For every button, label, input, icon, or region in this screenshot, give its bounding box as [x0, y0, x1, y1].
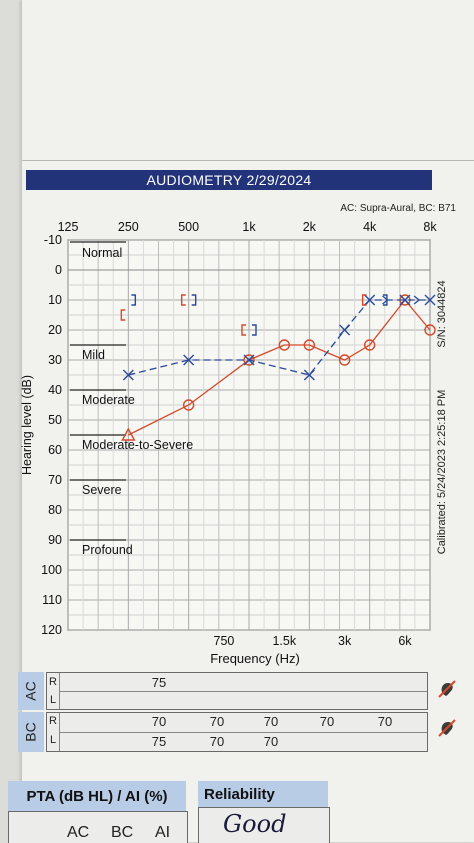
bc-ear-divider — [59, 713, 60, 751]
left-ear-ac-point — [183, 354, 195, 366]
y-tick-label: 20 — [48, 323, 62, 337]
y-tick-label: 40 — [48, 383, 62, 397]
y-tick-label: 100 — [41, 563, 62, 577]
calibration-label: Calibrated: 5/24/2023 2:25:18 PM — [436, 390, 448, 555]
severity-label: Normal — [82, 246, 122, 260]
page-title: AUDIOMETRY 2/29/2024 — [26, 170, 432, 190]
right-ear-ac-point — [363, 339, 376, 351]
ac-r-cell: 75 — [151, 675, 167, 690]
right-ear-ac-point — [182, 399, 195, 411]
left-ear-ac-point — [243, 354, 255, 366]
x-tick-label-top: 125 — [58, 220, 79, 234]
reliability-value: Good — [223, 810, 287, 838]
right-ear-bc-point — [120, 309, 126, 321]
no-response-bc-icon[interactable] — [436, 717, 458, 739]
x-axis-label: Frequency (Hz) — [210, 651, 300, 666]
ac-ear-r: R — [49, 676, 57, 688]
left-ear-masked-mark — [382, 295, 389, 305]
left-ear-masked-mark — [413, 295, 421, 305]
y-tick-label: 80 — [48, 503, 62, 517]
paper-fold-line — [22, 160, 474, 161]
x-tick-label-bottom: 750 — [214, 634, 235, 648]
y-tick-label: 50 — [48, 413, 62, 427]
left-ear-bc-point — [131, 294, 137, 306]
pta-header: PTA (dB HL) / AI (%) — [8, 781, 186, 811]
left-ear-ac-point — [364, 294, 376, 306]
right-ear-ac-line — [128, 298, 431, 436]
left-ear-ac-point — [303, 369, 315, 381]
bc-masking-box: R L 70 70 70 70 70 75 70 70 — [46, 712, 428, 752]
left-ear-bc-point — [252, 324, 257, 336]
y-tick-label: 110 — [42, 593, 62, 607]
pta-body: AC BC AI — [8, 811, 188, 843]
y-tick-label: -10 — [44, 233, 62, 247]
severity-label: Mild — [82, 348, 105, 362]
left-ear-ac-line — [128, 299, 430, 376]
pta-col-ac: AC — [67, 824, 90, 841]
x-tick-label-top: 2k — [303, 220, 317, 234]
serial-number-label: S/N: 3044824 — [436, 280, 448, 347]
y-tick-label: 60 — [48, 443, 62, 457]
bc-l-cell: 75 — [151, 734, 167, 749]
right-ear-ac-point — [424, 324, 436, 336]
x-tick-label-bottom: 6k — [398, 634, 412, 648]
left-ear-bc-point — [191, 294, 197, 306]
pta-col-bc: BC — [111, 824, 134, 841]
pta-col-ai: AI — [155, 824, 171, 841]
x-tick-label-bottom: 1.5k — [272, 634, 296, 648]
right-ear-ac-point — [243, 354, 255, 366]
x-tick-label-top: 250 — [118, 220, 139, 234]
x-tick-label-bottom: 3k — [338, 634, 352, 648]
left-ear-ac-point — [399, 294, 411, 306]
reliability-field[interactable]: Good — [198, 807, 330, 843]
right-ear-bc-point — [241, 324, 246, 336]
y-tick-label: 0 — [55, 263, 62, 277]
bc-ear-l: L — [49, 734, 57, 746]
bc-r-cell: 70 — [377, 714, 393, 729]
x-tick-label-top: 4k — [363, 220, 377, 234]
ac-masking-box: R L 75 — [46, 672, 428, 710]
y-tick-label: 10 — [48, 293, 62, 307]
y-axis-label: Hearing level (dB) — [20, 375, 34, 475]
masking-table: AC R L 75 BC R L 70 70 70 70 70 75 70 70 — [18, 672, 428, 758]
severity-label: Moderate — [82, 393, 135, 407]
bc-r-cell: 70 — [151, 714, 167, 729]
left-ear-ac-point — [339, 324, 351, 336]
right-ear-ac-point — [278, 339, 290, 351]
bc-ear-r: R — [49, 715, 57, 727]
x-tick-label-top: 1k — [242, 220, 256, 234]
audiogram-chart: Normal Mild Moderate Moderate-to-Severe Seve… — [20, 220, 448, 666]
x-tick-label-top: 500 — [178, 220, 199, 234]
bc-r-cell: 70 — [209, 714, 225, 729]
x-tick-label-top: 8k — [423, 220, 437, 234]
no-response-ac-icon[interactable] — [436, 678, 458, 700]
bc-r-cell: 70 — [319, 714, 335, 729]
right-ear-masked-ac-point — [121, 427, 136, 441]
ac-row-divider — [59, 691, 427, 692]
severity-label: Severe — [82, 483, 122, 497]
right-ear-bc-point — [361, 294, 367, 306]
bc-row-divider — [59, 732, 427, 733]
bc-l-cell: 70 — [209, 734, 225, 749]
transducer-info: AC: Supra-Aural, BC: B71 — [340, 203, 456, 214]
left-ear-ac-point — [122, 369, 134, 381]
reliability-header: Reliability — [198, 781, 328, 807]
bc-r-cell: 70 — [263, 714, 279, 729]
right-ear-bc-point — [180, 294, 186, 306]
severity-label: Moderate-to-Severe — [82, 438, 193, 452]
y-tick-label: 70 — [48, 473, 62, 487]
y-tick-label: 120 — [41, 623, 62, 637]
y-tick-label: 30 — [48, 353, 62, 367]
right-ear-ac-point — [338, 354, 351, 366]
ac-label: AC — [18, 672, 44, 710]
bc-label: BC — [18, 712, 44, 752]
right-ear-ac-point — [303, 339, 316, 351]
ac-ear-l: L — [49, 694, 57, 706]
left-ear-ac-point — [424, 294, 436, 306]
bc-l-cell: 70 — [263, 734, 279, 749]
ac-ear-divider — [59, 673, 60, 709]
y-tick-label: 90 — [48, 533, 62, 547]
severity-label: Profound — [82, 543, 133, 557]
